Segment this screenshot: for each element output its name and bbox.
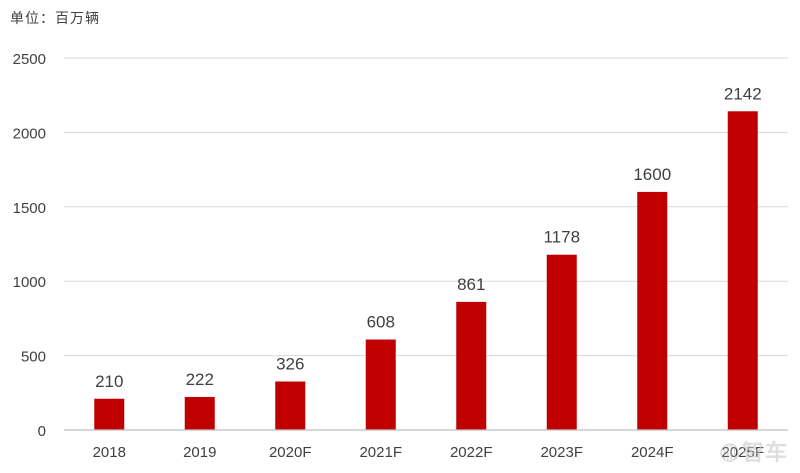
data-label-2023F: 1178 — [543, 228, 580, 247]
bar-2023F — [546, 254, 577, 430]
data-label-2021F: 608 — [367, 313, 395, 332]
y-tick-label-5: 2500 — [13, 51, 46, 68]
x-tick-label-2022F: 2022F — [450, 444, 493, 461]
y-tick-label-3: 1500 — [13, 200, 46, 217]
unit-label: 单位：百万辆 — [10, 11, 100, 27]
y-tick-label-1: 500 — [21, 349, 46, 366]
data-label-2025F: 2142 — [724, 84, 762, 103]
bar-2019 — [184, 396, 215, 430]
grid-lines — [64, 57, 788, 357]
y-tick-label-2: 1000 — [13, 274, 46, 291]
x-tick-label-2025F: 2025F — [721, 444, 764, 461]
x-tick-label-2021F: 2021F — [359, 444, 402, 461]
data-label-2024F: 1600 — [633, 165, 671, 184]
data-label-2018: 210 — [95, 372, 123, 391]
x-tick-label-2019: 2019 — [183, 444, 216, 461]
bar-2018 — [94, 398, 125, 430]
x-tick-label-2023F: 2023F — [540, 444, 583, 461]
bar-2020F — [275, 381, 306, 430]
data-label-2019: 222 — [186, 370, 214, 389]
bar-2022F — [456, 301, 487, 430]
bars — [94, 111, 758, 431]
bar-2025F — [727, 111, 758, 431]
bar-2024F — [637, 191, 668, 430]
data-label-2020F: 326 — [276, 354, 304, 373]
x-tick-label-2018: 2018 — [93, 444, 126, 461]
bar-2021F — [365, 339, 396, 430]
y-tick-label-4: 2000 — [13, 125, 46, 142]
data-label-2022F: 861 — [457, 275, 485, 294]
axes: 0 500 1000 1500 2000 2500 2018 2019 2020F 2021F 20… — [13, 51, 788, 461]
data-labels: 210 222 326 608 861 1178 1600 2142 — [95, 84, 762, 390]
x-tick-label-2020F: 2020F — [269, 444, 312, 461]
y-tick-label-0: 0 — [38, 423, 46, 440]
x-tick-label-2024F: 2024F — [631, 444, 674, 461]
